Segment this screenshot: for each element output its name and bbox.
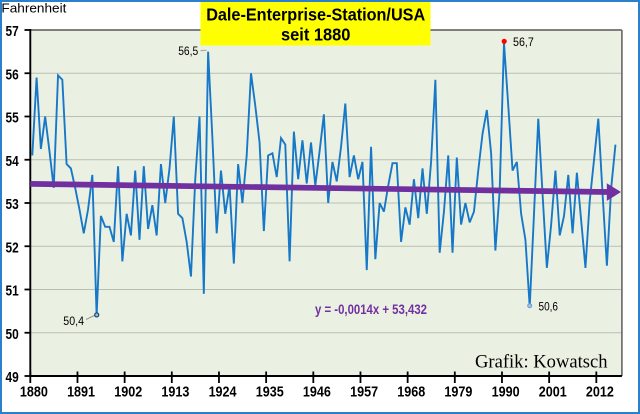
svg-text:1990: 1990 (492, 384, 520, 401)
svg-text:56: 56 (6, 66, 19, 83)
svg-text:57: 57 (6, 23, 19, 40)
svg-text:seit 1880: seit 1880 (281, 24, 350, 44)
svg-text:Grafik: Kowatsch: Grafik: Kowatsch (475, 352, 608, 373)
svg-text:49: 49 (6, 369, 19, 386)
svg-text:56,7: 56,7 (513, 35, 534, 49)
svg-text:1968: 1968 (397, 384, 425, 401)
svg-text:1946: 1946 (303, 384, 331, 401)
svg-text:56,5: 56,5 (178, 44, 198, 58)
svg-text:51: 51 (6, 283, 19, 300)
svg-text:1935: 1935 (256, 384, 284, 401)
svg-text:Fahrenheit: Fahrenheit (2, 2, 67, 16)
svg-text:52: 52 (6, 239, 19, 256)
svg-text:1957: 1957 (350, 384, 378, 401)
svg-text:1979: 1979 (444, 384, 472, 401)
svg-text:1880: 1880 (20, 384, 48, 401)
svg-text:1924: 1924 (209, 384, 238, 401)
svg-text:Dale-Enterprise-Station/USA: Dale-Enterprise-Station/USA (206, 5, 425, 25)
svg-text:y = -0,0014x + 53,432: y = -0,0014x + 53,432 (315, 301, 427, 317)
svg-text:54: 54 (6, 153, 20, 170)
svg-text:1891: 1891 (67, 384, 95, 401)
svg-text:2012: 2012 (586, 384, 614, 401)
svg-text:50,4: 50,4 (63, 314, 84, 328)
svg-text:55: 55 (6, 110, 19, 127)
svg-text:2001: 2001 (539, 384, 567, 401)
svg-text:50: 50 (6, 326, 19, 343)
svg-text:53: 53 (6, 196, 19, 213)
svg-text:1902: 1902 (114, 384, 142, 401)
svg-text:50,6: 50,6 (539, 300, 559, 314)
svg-text:1913: 1913 (161, 384, 189, 401)
